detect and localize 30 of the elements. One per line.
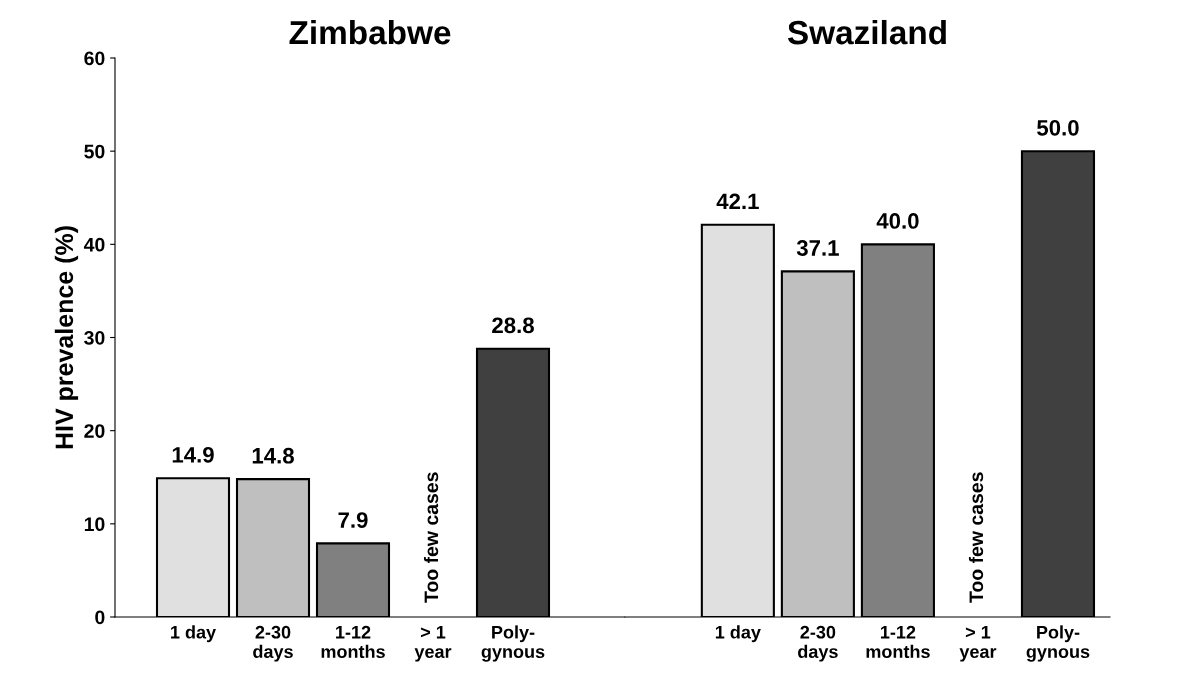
y-tick-label: 30: [84, 330, 105, 345]
x-tick-label: 1 day: [715, 625, 761, 643]
data-label: 14.9: [172, 446, 214, 463]
data-label: 50.0: [1037, 119, 1079, 136]
data-label: 42.1: [716, 193, 759, 210]
y-tick-label: 60: [84, 51, 105, 66]
x-tick-label: 2-30 days: [253, 625, 293, 662]
y-tick-label: 10: [84, 517, 105, 532]
x-tick-label: > 1 year: [414, 626, 452, 662]
data-label: 37.1: [796, 240, 839, 256]
x-tick-label: 1-12 months: [321, 625, 385, 659]
y-tick-label: 40: [83, 237, 105, 252]
x-tick-label: > 1 year: [959, 626, 997, 662]
x-tick-label: 1 day: [171, 625, 216, 643]
x-tick-label: Poly- gynous: [481, 625, 545, 662]
y-tick-label: 20: [84, 424, 105, 438]
data-label: 7.9: [338, 512, 368, 528]
data-label: 40.0: [876, 213, 919, 229]
x-tick-label: 2-30 days: [798, 625, 838, 662]
chart-title: Swaziland: [787, 19, 946, 45]
x-tick-label: Poly- gynous: [1026, 625, 1090, 662]
annotation: Too few cases: [968, 472, 984, 603]
x-tick-label: 1-12 months: [866, 625, 930, 659]
y-axis-title: HIV prevalence (%): [54, 226, 79, 449]
data-label: 28.8: [492, 317, 534, 334]
chart-title: Zimbabwe: [289, 19, 451, 45]
annotation: Too few cases: [423, 472, 439, 603]
y-tick-label: 0: [95, 610, 105, 625]
y-tick-label: 50: [84, 144, 105, 159]
data-label: 14.8: [252, 447, 294, 464]
